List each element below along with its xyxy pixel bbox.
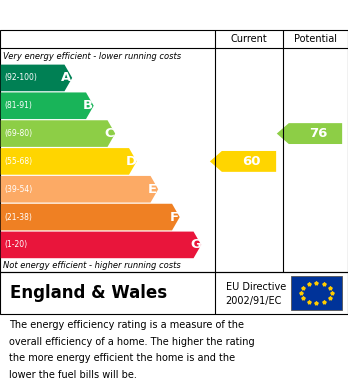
Text: Potential: Potential: [294, 34, 337, 44]
Text: (1-20): (1-20): [4, 240, 27, 249]
Polygon shape: [1, 65, 72, 91]
Text: B: B: [83, 99, 93, 112]
Text: 76: 76: [309, 127, 327, 140]
Polygon shape: [1, 231, 201, 258]
Text: overall efficiency of a home. The higher the rating: overall efficiency of a home. The higher…: [9, 337, 254, 347]
Text: F: F: [169, 211, 179, 224]
Text: D: D: [125, 155, 136, 168]
Polygon shape: [1, 176, 158, 203]
Text: (92-100): (92-100): [4, 74, 37, 83]
Text: Energy Efficiency Rating: Energy Efficiency Rating: [14, 7, 235, 23]
Text: England & Wales: England & Wales: [10, 284, 168, 302]
Text: The energy efficiency rating is a measure of the: The energy efficiency rating is a measur…: [9, 320, 244, 330]
Text: G: G: [190, 239, 201, 251]
Text: C: C: [105, 127, 114, 140]
Bar: [291, 276, 342, 310]
Text: Not energy efficient - higher running costs: Not energy efficient - higher running co…: [3, 261, 181, 270]
Text: Current: Current: [231, 34, 267, 44]
Text: 60: 60: [243, 155, 261, 168]
Text: E: E: [148, 183, 157, 196]
Text: (69-80): (69-80): [4, 129, 32, 138]
Text: (55-68): (55-68): [4, 157, 32, 166]
Text: (39-54): (39-54): [4, 185, 32, 194]
Polygon shape: [1, 92, 94, 119]
Text: (21-38): (21-38): [4, 213, 32, 222]
Text: EU Directive: EU Directive: [226, 282, 286, 292]
Polygon shape: [210, 151, 276, 172]
Text: lower the fuel bills will be.: lower the fuel bills will be.: [9, 370, 136, 380]
Text: (81-91): (81-91): [4, 101, 32, 110]
Text: the more energy efficient the home is and the: the more energy efficient the home is an…: [9, 353, 235, 363]
Polygon shape: [1, 120, 115, 147]
Polygon shape: [1, 204, 180, 230]
Text: Very energy efficient - lower running costs: Very energy efficient - lower running co…: [3, 52, 182, 61]
Polygon shape: [277, 123, 342, 144]
Text: A: A: [61, 72, 72, 84]
Polygon shape: [1, 148, 137, 175]
Text: 2002/91/EC: 2002/91/EC: [226, 296, 282, 305]
